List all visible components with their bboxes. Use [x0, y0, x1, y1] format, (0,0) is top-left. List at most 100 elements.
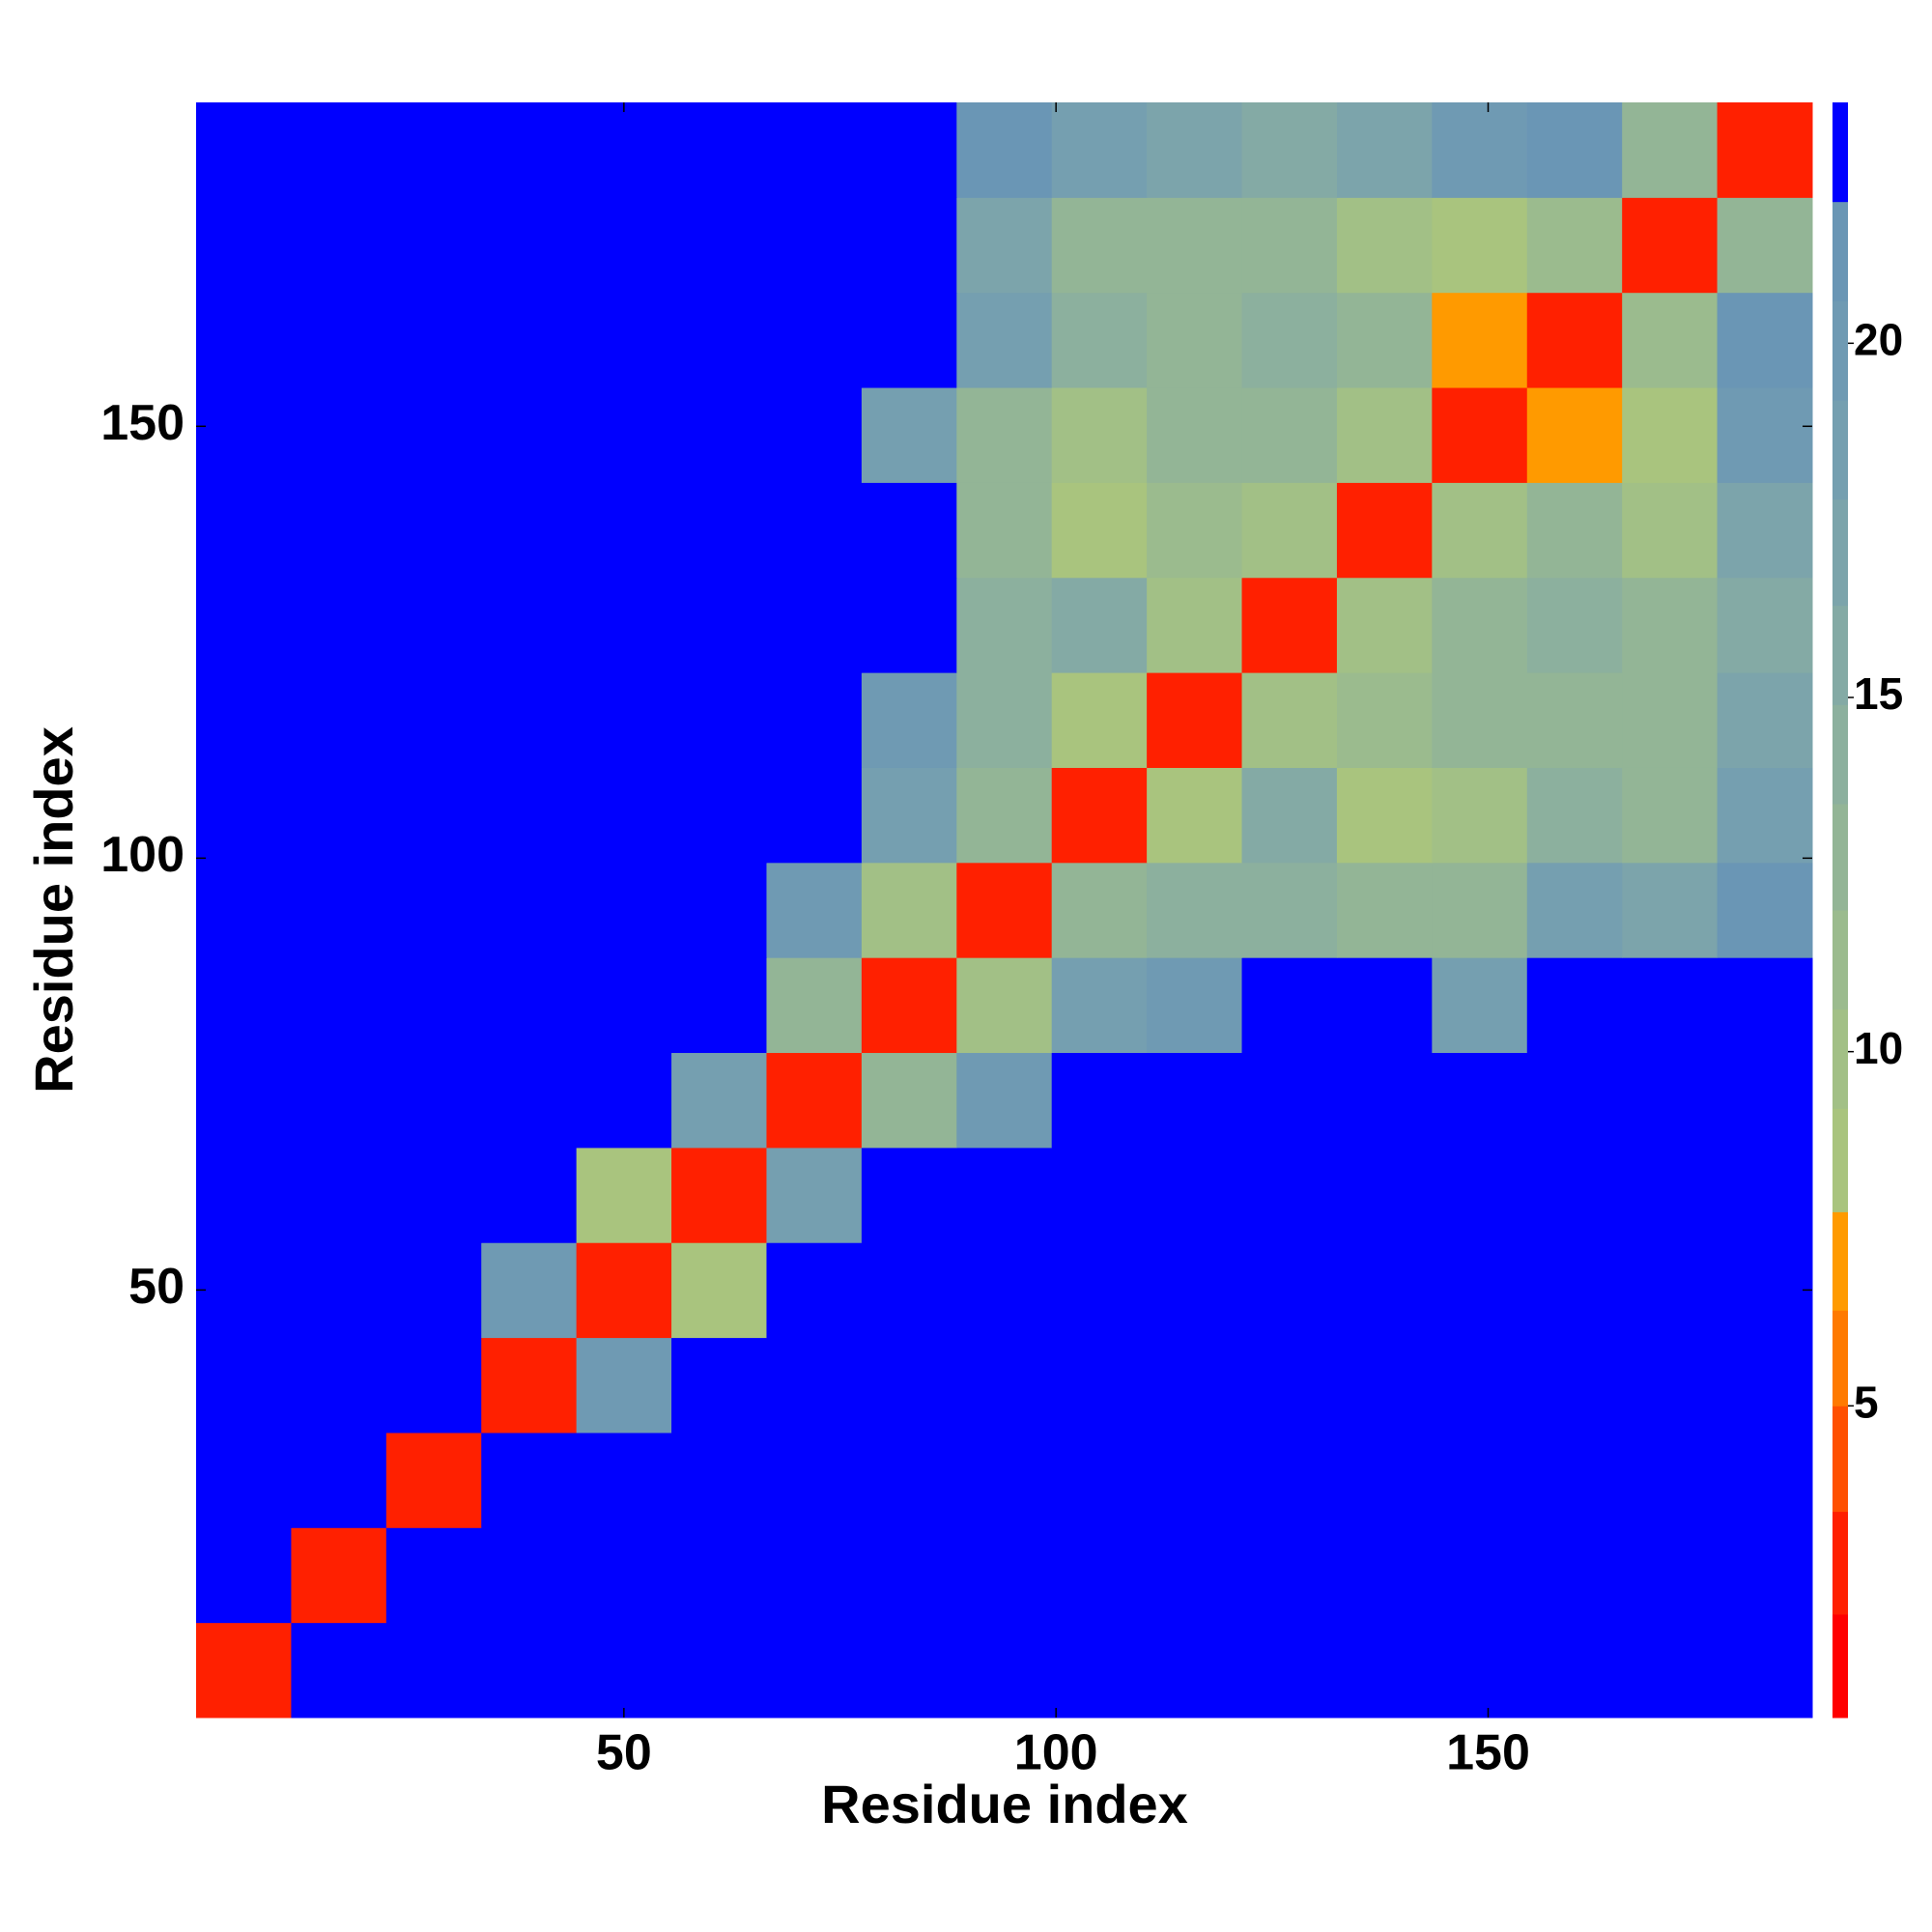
heat-cell — [385, 957, 482, 1054]
heat-cell — [291, 1337, 387, 1434]
heat-cell — [291, 292, 387, 388]
heat-cell — [1241, 102, 1338, 198]
colorbar-segment — [1833, 1613, 1848, 1719]
heat-cell — [956, 1432, 1053, 1528]
heat-cell — [1241, 292, 1338, 388]
heat-cell — [861, 767, 957, 864]
heat-cell — [481, 1052, 578, 1149]
heat-cell — [956, 1242, 1053, 1339]
heat-cell — [766, 1242, 863, 1339]
heat-cell — [481, 387, 578, 483]
heat-cell — [1336, 387, 1433, 483]
heat-cell — [385, 102, 482, 198]
heat-cell — [196, 387, 292, 483]
heat-cell — [766, 1147, 863, 1243]
colorbar-tick-label: 20 — [1854, 314, 1903, 364]
heat-cell — [1051, 1242, 1148, 1339]
heat-cell — [291, 1052, 387, 1149]
heat-cell — [671, 1622, 767, 1719]
heat-cell — [481, 862, 578, 958]
heat-cell — [1051, 197, 1148, 294]
heat-cell — [1526, 197, 1623, 294]
heat-cell — [576, 577, 672, 673]
colorbar-tick-label: 5 — [1854, 1377, 1879, 1427]
heat-cell — [1336, 957, 1433, 1054]
heat-cell — [196, 1147, 292, 1243]
heat-cell — [1432, 102, 1528, 198]
heat-cell — [1241, 387, 1338, 483]
heat-cell — [1051, 577, 1148, 673]
heat-cell — [1241, 197, 1338, 294]
heat-cell — [576, 1242, 672, 1339]
heat-cell — [1432, 1432, 1528, 1528]
heat-cell — [1622, 102, 1719, 198]
heat-cell — [481, 767, 578, 864]
heat-cell — [1432, 292, 1528, 388]
heat-cell — [481, 1242, 578, 1339]
colorbar-tick-label: 10 — [1854, 1023, 1903, 1073]
heat-cell — [766, 387, 863, 483]
heat-cell — [1526, 387, 1623, 483]
heat-cell — [956, 1527, 1053, 1624]
heat-cell — [956, 577, 1053, 673]
heat-cell — [861, 1622, 957, 1719]
heat-cell — [385, 482, 482, 579]
heat-cell — [576, 387, 672, 483]
heat-cell — [671, 102, 767, 198]
heat-cell — [385, 1147, 482, 1243]
heat-cell — [1717, 102, 1813, 198]
heat-cell — [196, 862, 292, 958]
heat-cell — [956, 1337, 1053, 1434]
colorbar-segment — [1833, 1009, 1848, 1109]
heat-cell — [1526, 1242, 1623, 1339]
heat-cell — [1241, 957, 1338, 1054]
heat-cell — [576, 957, 672, 1054]
colorbar-segment — [1833, 704, 1848, 805]
heat-cell — [481, 1432, 578, 1528]
heat-cell — [861, 1337, 957, 1434]
heat-cell — [1147, 1527, 1243, 1624]
heat-cell — [1717, 1432, 1813, 1528]
heat-cell — [1051, 482, 1148, 579]
heat-cell — [1432, 1527, 1528, 1624]
heat-cell — [1241, 1622, 1338, 1719]
heat-cell — [766, 1052, 863, 1149]
heat-cell — [196, 767, 292, 864]
heat-cell — [1147, 482, 1243, 579]
heat-cell — [1336, 197, 1433, 294]
heat-cell — [481, 1147, 578, 1243]
heat-cell — [481, 1337, 578, 1434]
heat-cell — [1526, 292, 1623, 388]
heat-cell — [1147, 197, 1243, 294]
heat-cell — [385, 767, 482, 864]
heat-cell — [1051, 1052, 1148, 1149]
heat-cell — [671, 1242, 767, 1339]
heat-cell — [1717, 862, 1813, 958]
heat-cell — [861, 1242, 957, 1339]
heat-cell — [1432, 862, 1528, 958]
heat-cell — [1622, 1432, 1719, 1528]
heat-cell — [671, 957, 767, 1054]
heat-cell — [1241, 482, 1338, 579]
heat-cell — [1336, 1527, 1433, 1624]
heat-cell — [385, 292, 482, 388]
heat-cell — [1717, 1147, 1813, 1243]
heat-cell — [1526, 1527, 1623, 1624]
heat-cell — [1622, 577, 1719, 673]
heat-cell — [1147, 292, 1243, 388]
heat-cell — [671, 1527, 767, 1624]
colorbar-segment — [1833, 102, 1848, 203]
heat-cell — [1336, 102, 1433, 198]
colorbar-segment — [1833, 201, 1848, 301]
heat-cell — [196, 102, 292, 198]
heat-cell — [1147, 1337, 1243, 1434]
heat-cell — [1241, 577, 1338, 673]
heat-cell — [1432, 387, 1528, 483]
heat-cell — [1622, 862, 1719, 958]
heat-cell — [481, 1622, 578, 1719]
y-tick-label: 150 — [100, 395, 185, 451]
heat-cell — [385, 1622, 482, 1719]
heat-cell — [1336, 862, 1433, 958]
heat-cell — [671, 292, 767, 388]
